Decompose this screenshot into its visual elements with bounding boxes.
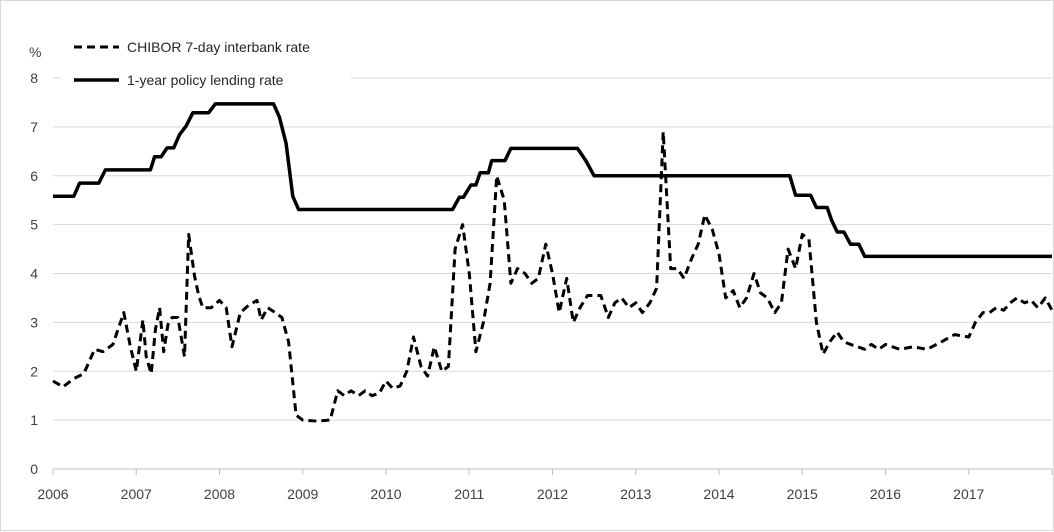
- axes: [52, 468, 1053, 475]
- x-tick-label: 2015: [787, 486, 818, 502]
- x-tick-label: 2016: [870, 486, 901, 502]
- y-tick-label: 5: [30, 217, 38, 233]
- y-tick-label: 2: [30, 363, 38, 379]
- x-tick-label: 2007: [121, 486, 152, 502]
- legend-background: [61, 35, 351, 99]
- legend: CHIBOR 7-day interbank rate 1-year polic…: [61, 35, 351, 99]
- y-tick-label: 8: [30, 70, 38, 86]
- gridlines: [53, 77, 1052, 421]
- y-tick-label: 7: [30, 119, 38, 135]
- series-lines: [52, 102, 1054, 423]
- legend-label-chibor: CHIBOR 7-day interbank rate: [127, 39, 310, 55]
- x-tick-label: 2014: [703, 486, 734, 502]
- series-line-chibor: [52, 130, 1054, 423]
- y-tick-label: 0: [30, 461, 38, 477]
- legend-label-policy-rate: 1-year policy lending rate: [127, 72, 284, 88]
- x-tick-label: 2017: [953, 486, 984, 502]
- x-tick-label: 2006: [37, 486, 68, 502]
- x-tick-label: 2009: [287, 486, 318, 502]
- x-tick-label: 2010: [370, 486, 401, 502]
- y-tick-label: 6: [30, 168, 38, 184]
- x-tick-label: 2012: [537, 486, 568, 502]
- x-tick-label: 2011: [454, 486, 484, 502]
- y-axis-unit-label: %: [29, 44, 41, 60]
- y-axis-tick-labels: 0 1 2 3 4 5 6 7 8: [30, 70, 38, 477]
- y-tick-label: 4: [30, 266, 38, 282]
- y-tick-label: 3: [30, 314, 38, 330]
- series-line-policy-rate: [53, 102, 1052, 259]
- x-tick-label: 2008: [204, 486, 235, 502]
- y-tick-label: 1: [30, 412, 38, 428]
- x-tick-label: 2013: [620, 486, 651, 502]
- x-axis-tick-labels: 2006 2007 2008 2009 2010 2011 2012 2013 2014 2015…: [37, 486, 984, 502]
